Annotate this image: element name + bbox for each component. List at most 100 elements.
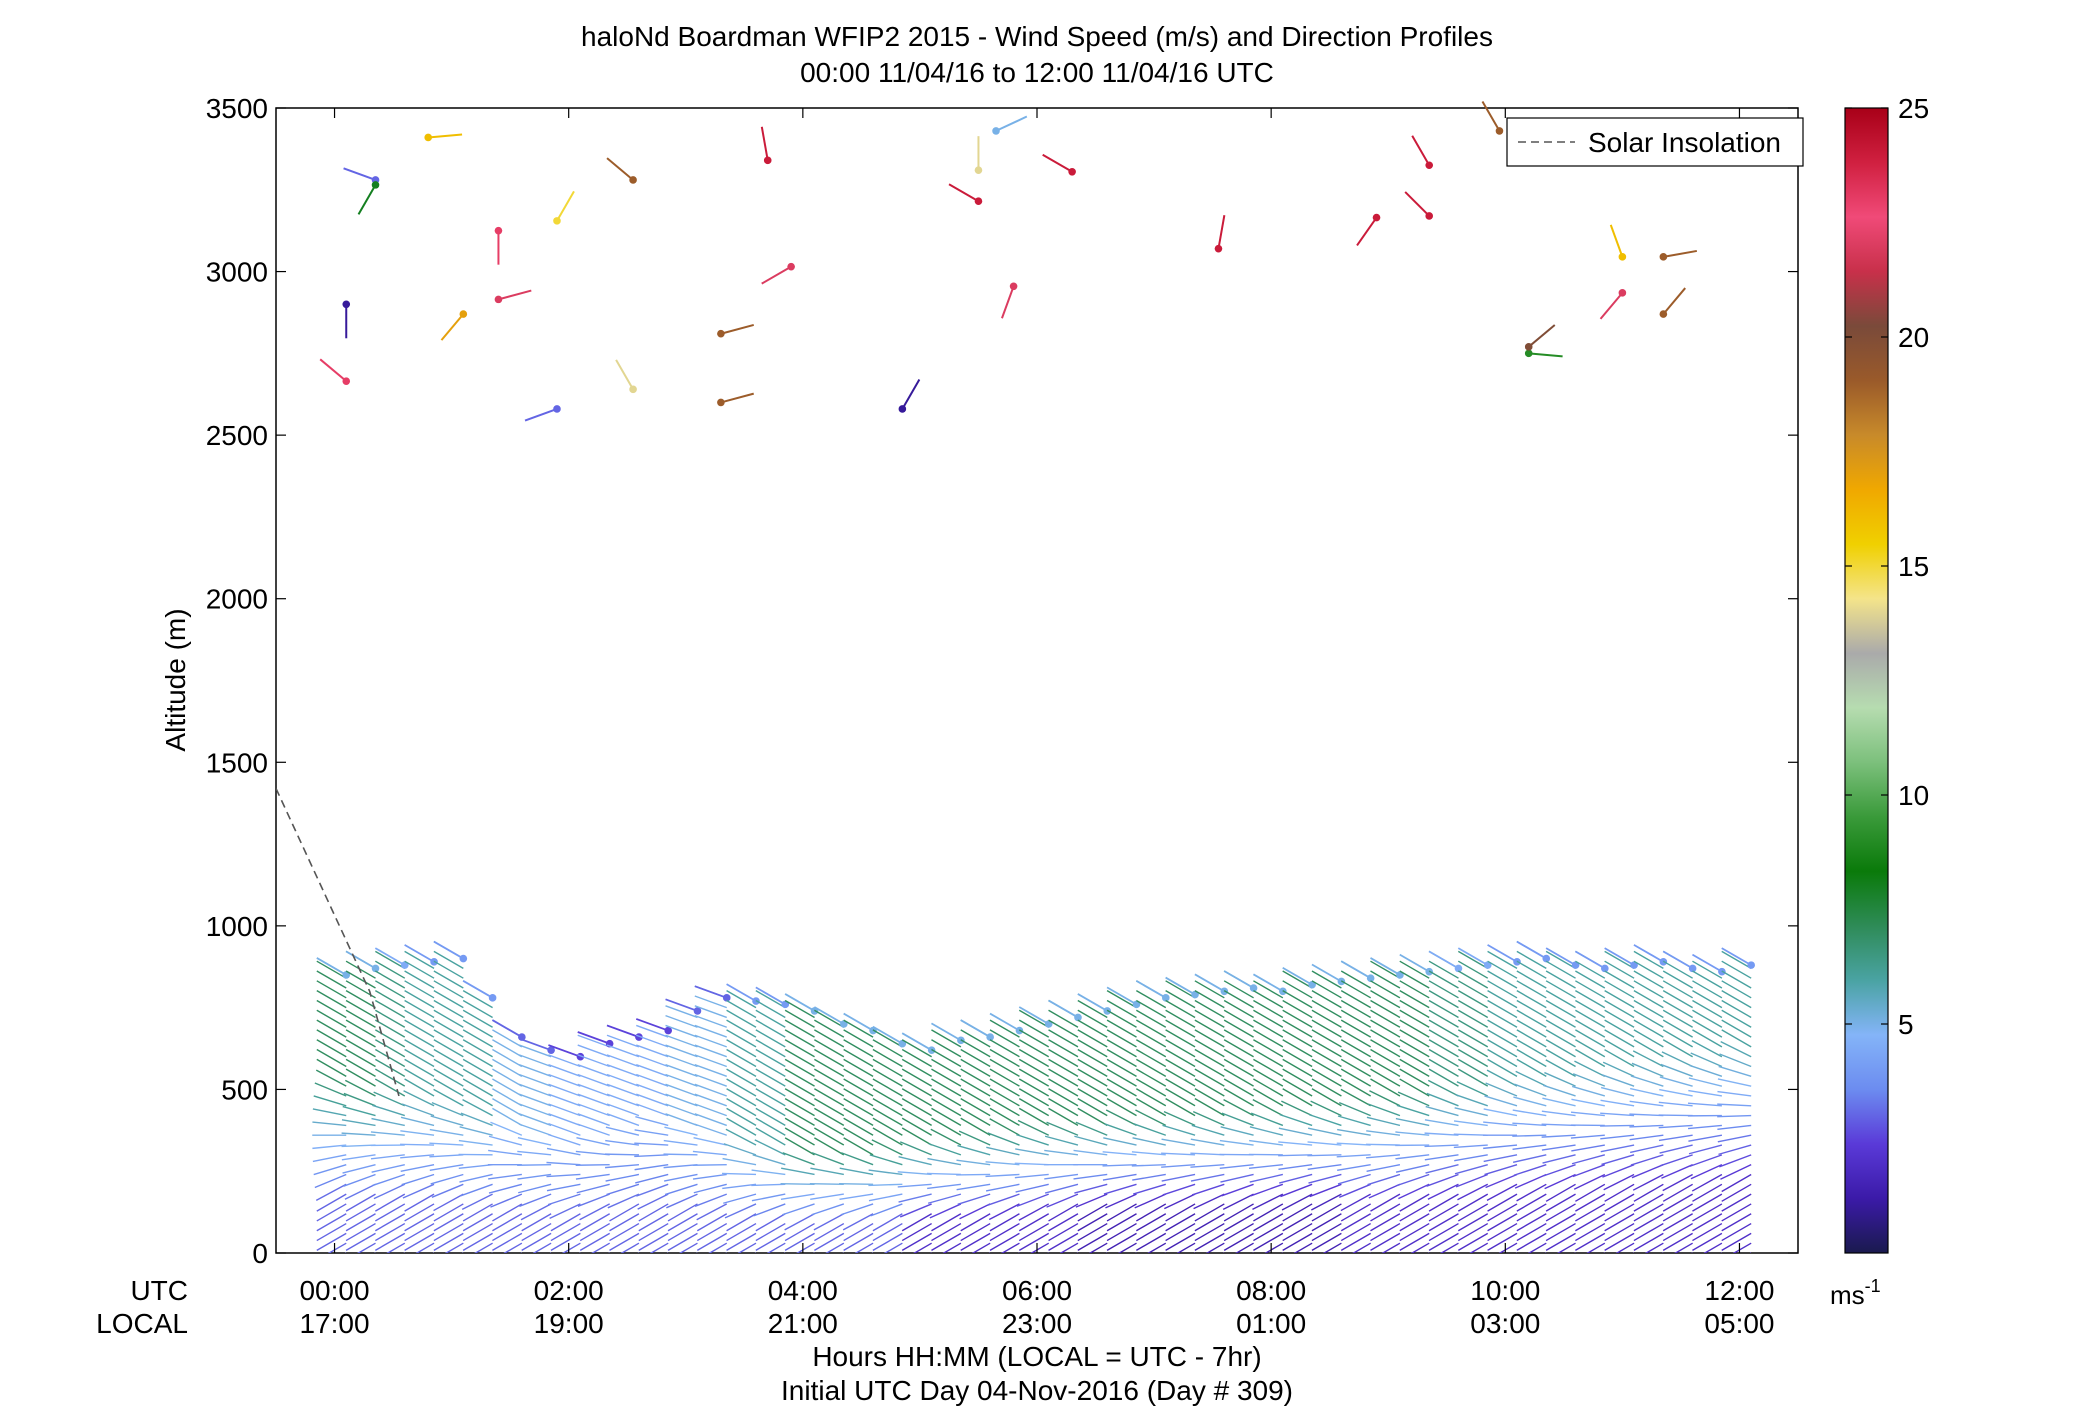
wind-barb [1721,1193,1752,1212]
wind-barb [1632,1173,1664,1191]
wind-barb [901,1213,932,1232]
wind-barb [1220,1173,1254,1183]
wind-barb [429,1128,464,1136]
wind-barb [548,1073,581,1087]
wind-barb [1048,1039,1079,1058]
wind-barb [430,1115,464,1127]
wind-barb [638,1222,669,1242]
wind-barb [1370,1009,1401,1028]
wind-barb [927,1183,961,1190]
wind-barb [1370,1232,1401,1251]
wind-barb [547,1193,581,1206]
wind-barb [1457,950,1489,969]
wind-barb [404,1078,435,1097]
wind-barb [872,1222,903,1242]
wind-barb [1399,1048,1430,1068]
wind-barb [1453,1120,1488,1127]
wind-barb [1221,1183,1254,1197]
wind-barb [1662,1009,1693,1028]
wind-barb [1018,1078,1050,1097]
wind-barb [1102,1151,1137,1156]
wind-barb [1223,970,1255,989]
wind-barb [1194,1068,1225,1087]
wind-barb [696,1222,728,1242]
wind-barb [374,1039,406,1058]
wind-barb [1075,1121,1108,1136]
wind-barb [1633,1009,1664,1028]
wind-barb [1367,1173,1401,1186]
wind-barb [1630,1087,1664,1097]
wind-barb [693,1137,727,1146]
wind-barb [433,1068,464,1087]
wind-barb [694,1014,727,1028]
wind-barb [1165,1222,1196,1242]
wind-barb [825,1242,845,1253]
wind-barb [1691,1040,1723,1058]
wind-barb [901,1097,932,1117]
wind-barb [579,1222,611,1242]
wind-barb [1487,1058,1518,1077]
wind-barb [404,1009,435,1028]
wind-barb [315,1183,347,1201]
wind-barb [373,1091,406,1107]
wind-barb-origin [898,1039,907,1048]
wind-barb [433,1048,464,1068]
wind-barb-origin [1044,1020,1053,1028]
wind-barb [1487,1193,1518,1212]
wind-barb [374,960,406,979]
wind-barb [345,1019,376,1038]
wind-barb [1018,1029,1050,1048]
wind-barb [1282,1088,1313,1107]
wind-barb [314,1082,347,1097]
wind-barb [1516,1048,1547,1068]
wind-barb [316,1193,347,1212]
wind-barb [1311,999,1342,1019]
wind-barb [577,1044,610,1058]
wind-barb [1719,1154,1752,1168]
wind-barb [1282,1232,1313,1251]
wind-barb [989,1012,1020,1032]
wind-barb [810,1167,844,1176]
wind-barb [404,1232,435,1251]
wind-barb [1424,1132,1459,1136]
wind-barb [1308,1113,1342,1127]
wind-barb [1048,1068,1079,1087]
wind-barb [1017,1119,1050,1136]
wind-barb [989,1097,1020,1117]
wind-barb [636,1083,669,1097]
wind-barb [694,1064,727,1078]
wind-barb [1135,1039,1167,1058]
wind-barb [1223,1099,1254,1117]
wind-barb [1516,1039,1547,1058]
wind-barb [404,950,435,969]
wind-barb [1457,980,1489,999]
wind-barb [404,960,435,979]
wind-barb [1483,1108,1518,1117]
wind-barb [755,1097,786,1117]
wind-barb [1059,1242,1079,1253]
wind-barb [636,1103,669,1117]
wind-barb [546,1173,581,1178]
wind-barb [1190,1173,1225,1182]
wind-barb [1721,1203,1752,1222]
wind-barb [1487,1232,1518,1251]
wind-barb [1487,960,1518,979]
wind-barb-origin [1308,980,1316,989]
wind-barb [1399,999,1430,1019]
wind-barb [1528,352,1563,358]
wind-barb [1369,1252,1371,1253]
wind-barb [1428,1213,1459,1232]
wind-barb [1192,1110,1225,1127]
wind-barb [1515,1252,1518,1253]
wind-barb [374,1058,406,1077]
wind-barb [520,1203,552,1221]
wind-barb-origin [459,954,468,963]
wind-barb [872,1107,903,1127]
wind-barb [550,1232,581,1251]
wind-barb [1545,970,1576,989]
wind-barb [960,1097,991,1117]
wind-barb [344,1252,347,1253]
wind-barb [1575,1222,1606,1242]
wind-barb [518,1054,552,1068]
wind-barb [1633,1029,1664,1048]
